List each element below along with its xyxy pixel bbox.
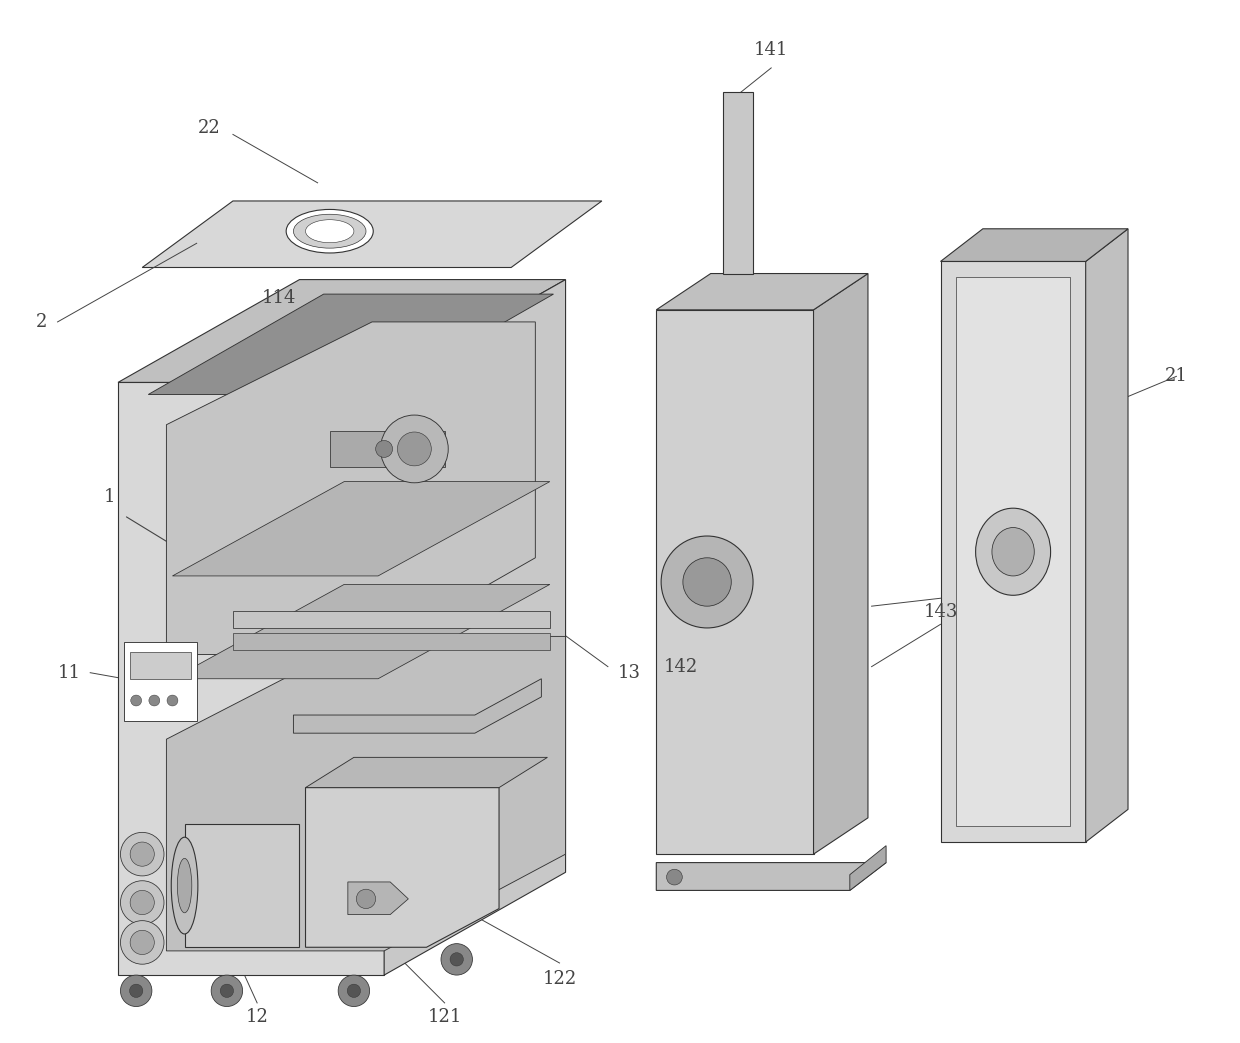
Ellipse shape <box>171 838 198 933</box>
Text: 13: 13 <box>619 663 641 682</box>
Circle shape <box>376 440 393 458</box>
Circle shape <box>339 975 370 1006</box>
Text: 141: 141 <box>754 41 789 58</box>
Polygon shape <box>305 787 498 947</box>
Text: 114: 114 <box>262 289 296 307</box>
Polygon shape <box>166 636 565 951</box>
Text: 142: 142 <box>663 658 698 676</box>
Text: 11: 11 <box>58 663 81 682</box>
Text: 14: 14 <box>966 585 988 603</box>
Text: 115: 115 <box>277 341 310 359</box>
Circle shape <box>130 891 154 915</box>
Polygon shape <box>124 642 197 721</box>
Text: 2: 2 <box>36 313 47 331</box>
Polygon shape <box>172 584 549 679</box>
Circle shape <box>398 432 432 466</box>
Ellipse shape <box>286 210 373 253</box>
Circle shape <box>120 921 164 964</box>
Circle shape <box>130 930 154 954</box>
Polygon shape <box>130 652 191 679</box>
Circle shape <box>130 695 141 706</box>
Circle shape <box>381 415 448 483</box>
Polygon shape <box>149 294 553 394</box>
Ellipse shape <box>294 214 366 248</box>
Circle shape <box>450 952 464 966</box>
Circle shape <box>441 944 472 975</box>
Polygon shape <box>185 824 300 947</box>
Circle shape <box>221 985 233 997</box>
Polygon shape <box>294 679 542 733</box>
Polygon shape <box>1086 228 1128 842</box>
Ellipse shape <box>992 528 1034 576</box>
Circle shape <box>149 695 160 706</box>
Circle shape <box>661 536 753 628</box>
Circle shape <box>120 880 164 924</box>
Circle shape <box>683 558 732 606</box>
Text: 121: 121 <box>428 1009 461 1026</box>
Circle shape <box>211 975 243 1006</box>
Polygon shape <box>849 846 887 891</box>
Polygon shape <box>940 228 1128 262</box>
Polygon shape <box>956 277 1070 826</box>
Polygon shape <box>813 273 868 854</box>
Circle shape <box>347 985 361 997</box>
Text: 12: 12 <box>246 1009 269 1026</box>
Polygon shape <box>384 280 565 975</box>
Polygon shape <box>330 431 445 467</box>
Text: 22: 22 <box>197 119 221 138</box>
Text: 122: 122 <box>542 970 577 988</box>
Polygon shape <box>166 322 536 655</box>
Circle shape <box>130 842 154 867</box>
Circle shape <box>129 985 143 997</box>
Ellipse shape <box>976 508 1050 596</box>
Text: 21: 21 <box>1164 367 1188 385</box>
Circle shape <box>120 975 151 1006</box>
Polygon shape <box>940 262 1086 842</box>
Polygon shape <box>656 863 887 891</box>
Polygon shape <box>348 882 408 915</box>
Polygon shape <box>118 280 565 383</box>
Polygon shape <box>233 611 549 628</box>
Polygon shape <box>723 92 753 273</box>
Polygon shape <box>143 201 601 267</box>
Polygon shape <box>656 310 813 854</box>
Text: 1: 1 <box>104 488 115 506</box>
Ellipse shape <box>177 858 192 913</box>
Circle shape <box>167 695 177 706</box>
Polygon shape <box>118 383 384 975</box>
Circle shape <box>120 832 164 876</box>
Polygon shape <box>233 633 549 650</box>
Circle shape <box>667 869 682 884</box>
Ellipse shape <box>305 220 353 243</box>
Polygon shape <box>656 273 868 310</box>
Polygon shape <box>172 482 549 576</box>
Circle shape <box>356 890 376 908</box>
Polygon shape <box>305 757 547 787</box>
Text: 143: 143 <box>924 603 957 622</box>
